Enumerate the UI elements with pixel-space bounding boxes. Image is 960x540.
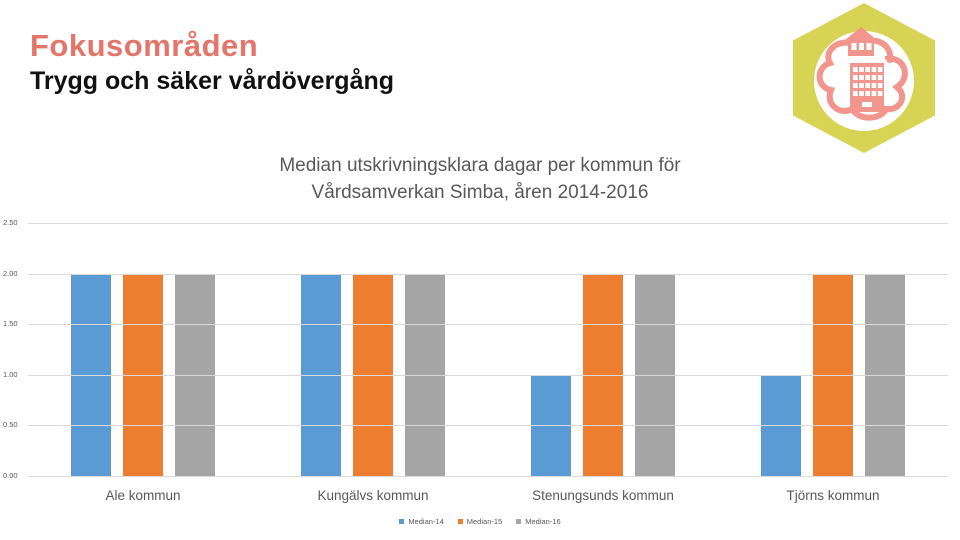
legend-swatch-icon bbox=[457, 519, 463, 524]
gridline-0.50 bbox=[28, 425, 948, 427]
legend-item-median-16: Median-16 bbox=[516, 517, 561, 526]
chart-title: Median utskrivningsklara dagar per kommu… bbox=[0, 152, 960, 206]
legend-item-median-15: Median-15 bbox=[457, 517, 503, 526]
bar-group-stenungsunds-kommun bbox=[488, 224, 718, 477]
x-category-label: Ale kommun bbox=[105, 488, 181, 503]
bar-group-kung-lvs-kommun bbox=[258, 224, 488, 477]
chart-title-line-2: Vårdsamverkan Simba, åren 2014-2016 bbox=[311, 182, 649, 203]
legend-item-median-14: Median-14 bbox=[399, 517, 444, 526]
x-category-label: Stenungsunds kommun bbox=[532, 488, 674, 503]
slide-subtitle: Trygg och säker vårdövergång bbox=[30, 67, 395, 95]
medical-cross-icon bbox=[885, 52, 895, 63]
category-axis: Ale kommun Kungälvs kommun Stenungsunds ko… bbox=[28, 488, 948, 503]
simba-hexagon-logo bbox=[793, 3, 935, 153]
bar-group-tj-rns-kommun bbox=[718, 224, 948, 477]
slide-title: Fokusområden bbox=[30, 28, 259, 63]
bar-groups bbox=[28, 224, 948, 477]
slide-header: Fokusområden Trygg och säker vårdövergån… bbox=[30, 28, 394, 96]
hexagon-building-house-icon bbox=[793, 3, 935, 153]
gridline-1.00 bbox=[28, 374, 948, 376]
chart-legend: Median-14 Median-15 Median-16 bbox=[0, 517, 960, 526]
y-tick-label: 0.00 bbox=[3, 471, 18, 480]
y-tick-label: 0.50 bbox=[3, 420, 18, 430]
legend-swatch-icon bbox=[399, 519, 405, 524]
chart-plot-area bbox=[28, 223, 948, 477]
gridline-2.00 bbox=[28, 273, 948, 275]
bar-median-14-tj-rns-kommun bbox=[761, 375, 801, 477]
house-glyph bbox=[845, 27, 877, 56]
legend-label: Median-15 bbox=[466, 517, 503, 526]
y-tick-label: 1.50 bbox=[3, 319, 18, 329]
y-tick-label: 2.50 bbox=[3, 218, 18, 227]
bar-group-ale-kommun bbox=[28, 224, 258, 477]
gridline-2.50 bbox=[28, 223, 948, 224]
y-tick-label: 1.00 bbox=[3, 369, 18, 379]
bar-median-14-stenungsunds-kommun bbox=[531, 375, 571, 477]
legend-swatch-icon bbox=[516, 519, 522, 524]
x-category-label: Kungälvs kommun bbox=[317, 488, 429, 503]
y-tick-label: 2.00 bbox=[3, 268, 18, 278]
y-axis: 0.00 0.50 1.00 1.50 2.00 2.50 bbox=[3, 218, 27, 480]
gridline-1.50 bbox=[28, 324, 948, 326]
chart-title-line-1: Median utskrivningsklara dagar per kommu… bbox=[279, 155, 681, 176]
x-category-label: Tjörns kommun bbox=[786, 488, 880, 503]
gridline-0.00 bbox=[28, 476, 948, 477]
legend-label: Median-16 bbox=[525, 517, 561, 526]
hospital-glyph bbox=[850, 52, 895, 112]
legend-label: Median-14 bbox=[408, 517, 444, 526]
